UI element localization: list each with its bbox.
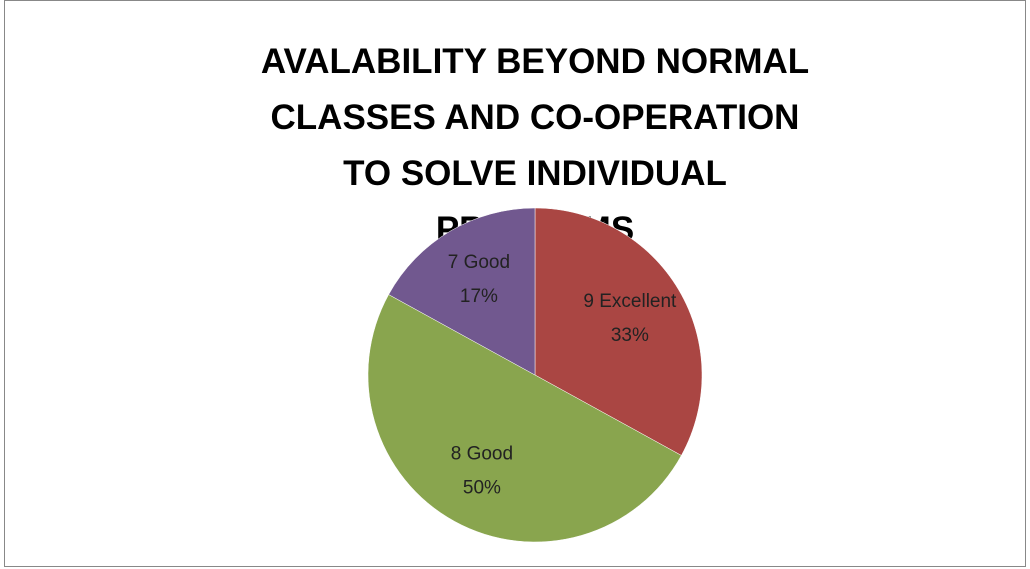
slice-value-label: 50%	[463, 478, 501, 499]
pie-slice	[388, 207, 536, 376]
slice-value-label: 17%	[460, 286, 498, 307]
slice-category-label: 8 Good	[451, 444, 513, 465]
slice-value-label: 33%	[611, 325, 649, 346]
slice-category-label: 9 Excellent	[583, 291, 677, 312]
pie-slice	[367, 294, 682, 543]
slice-category-label: 7 Good	[448, 252, 510, 273]
chart-frame	[4, 0, 1026, 567]
pie-slice	[534, 207, 703, 456]
